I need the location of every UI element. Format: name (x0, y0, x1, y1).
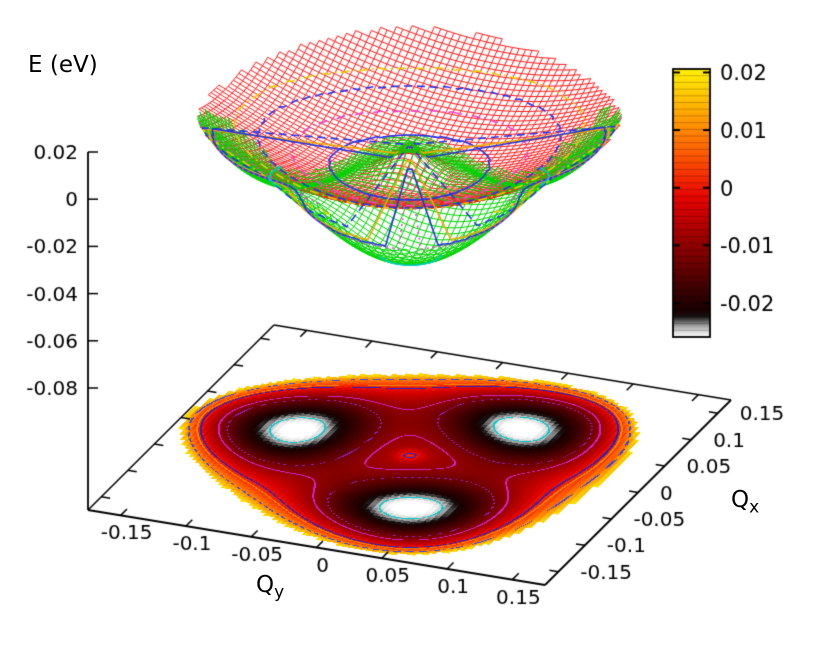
x-axis-title-subscript: x (749, 497, 760, 518)
z-axis-title: E (eV) (28, 52, 98, 78)
y-axis-title: Qy (256, 572, 285, 603)
x-axis-title: Qx (731, 487, 760, 518)
y-axis-title-subscript: y (274, 582, 285, 603)
